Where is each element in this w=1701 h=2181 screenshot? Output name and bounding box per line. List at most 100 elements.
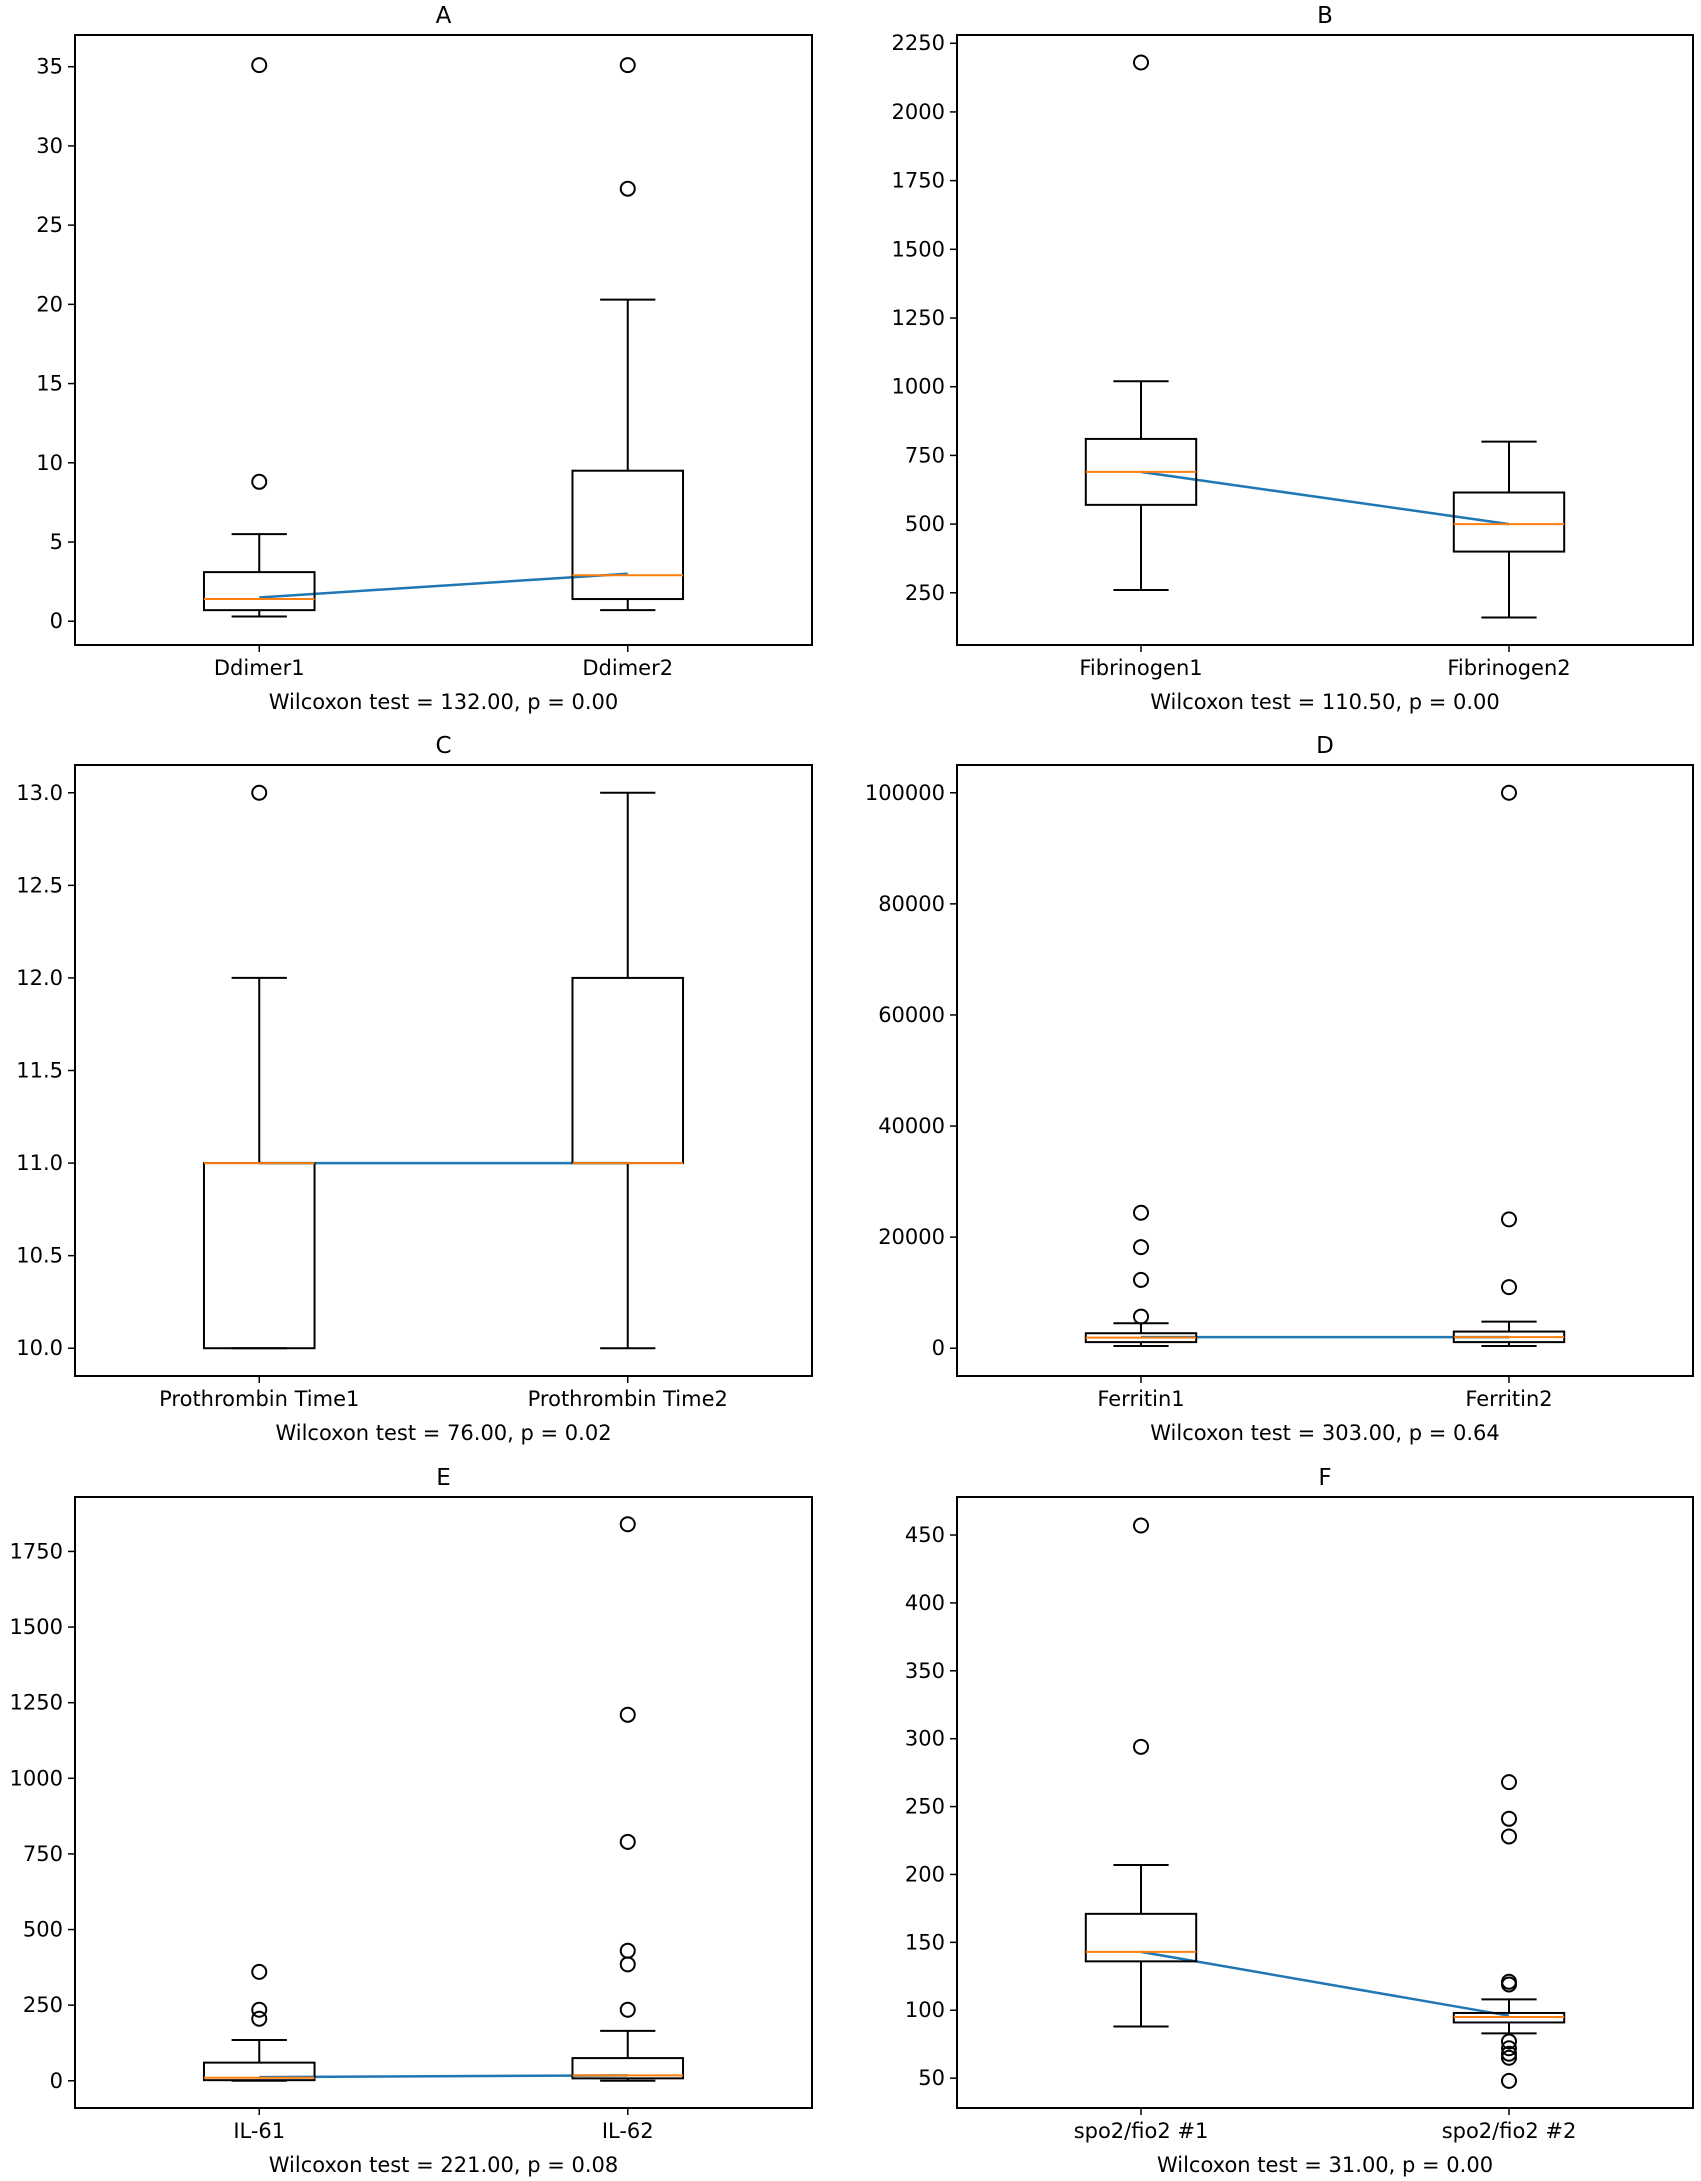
y-tick-label: 750 [23, 1842, 63, 1866]
x-tick-label: Ddimer1 [214, 656, 305, 680]
y-tick-label: 500 [905, 512, 945, 536]
outlier-point [619, 1956, 636, 1973]
y-tick-label: 1000 [10, 1766, 63, 1790]
x-tick-label: spo2/fio2 #1 [1074, 2119, 1209, 2143]
iqr-box [571, 976, 685, 1165]
y-tick-label: 15 [36, 372, 63, 396]
y-tick-label: 20000 [878, 1225, 945, 1249]
outlier-point [1133, 1308, 1149, 1325]
panel-d: D 0 20000 40000 60000 80000 100000 Ferritin1 Fer… [865, 733, 1694, 1445]
panel-title: D [1316, 733, 1334, 759]
outlier-point [1133, 1271, 1149, 1288]
boxplot-1 [571, 57, 685, 612]
panel-title: A [436, 3, 452, 29]
median-connector-line [1140, 1950, 1510, 2017]
outlier-point [1501, 2033, 1517, 2050]
median-connector-line [259, 2074, 628, 2079]
outlier-point [619, 2001, 636, 2018]
y-tick-label: 20 [36, 292, 63, 316]
axes-frame [74, 764, 813, 1377]
y-tick-label: 100 [905, 1998, 945, 2022]
outlier-point [1133, 1517, 1149, 1534]
outlier-point [1501, 2049, 1517, 2066]
x-tick-label: spo2/fio2 #2 [1442, 2119, 1577, 2143]
y-tick-label: 750 [905, 443, 945, 467]
wilcoxon-stat-label: Wilcoxon test = 132.00, p = 0.00 [269, 690, 618, 714]
x-tick-label: Ferritin1 [1097, 1387, 1184, 1411]
panel-a: A 0 5 10 15 20 25 30 35 Ddimer1 Ddimer2 Wilcoxon te… [36, 3, 813, 714]
y-tick-label: 13.0 [16, 781, 63, 805]
y-tick-label: 300 [905, 1727, 945, 1751]
x-tick-label: IL-62 [602, 2119, 654, 2143]
boxplot-1 [571, 791, 685, 1350]
median-connector-line [1140, 470, 1510, 526]
y-tick-label: 250 [905, 581, 945, 605]
outlier-point [1501, 1973, 1517, 1990]
x-tick-label: Fibrinogen1 [1079, 656, 1202, 680]
y-tick-label: 11.0 [16, 1151, 63, 1175]
outlier-point [1501, 2072, 1517, 2089]
panel-title: F [1318, 1465, 1331, 1491]
boxplot-0 [1084, 1204, 1198, 1348]
y-tick-label: 11.5 [16, 1059, 63, 1083]
outlier-point [1501, 1774, 1517, 1791]
outlier-point [619, 180, 636, 197]
y-tick-label: 35 [36, 55, 63, 79]
iqr-box [202, 571, 316, 612]
outlier-point [1501, 1810, 1517, 1827]
y-tick-label: 10.5 [16, 1244, 63, 1268]
y-tick-label: 25 [36, 213, 63, 237]
y-tick-label: 10 [36, 451, 63, 475]
wilcoxon-stat-label: Wilcoxon test = 221.00, p = 0.08 [269, 2153, 618, 2177]
y-tick-label: 1250 [10, 1691, 63, 1715]
y-tick-label: 60000 [878, 1003, 945, 1027]
wilcoxon-stat-label: Wilcoxon test = 76.00, p = 0.02 [275, 1421, 611, 1445]
outlier-point [1501, 2045, 1517, 2062]
outlier-point [1501, 2040, 1517, 2057]
outlier-point [1133, 1738, 1149, 1755]
outlier-point [251, 2010, 268, 2027]
outlier-point [619, 57, 636, 74]
outlier-point [251, 57, 268, 74]
panel-f: F 50 100 150 200 250 300 350 400 450 spo2/fio2 #1 s… [905, 1465, 1694, 2177]
boxplot-0 [1084, 54, 1198, 592]
boxplot-1 [1452, 1774, 1566, 2089]
y-tick-label: 40000 [878, 1114, 945, 1138]
y-tick-label: 400 [905, 1591, 945, 1615]
axes-frame [74, 34, 813, 646]
outlier-point [251, 1963, 268, 1980]
y-tick-label: 10.0 [16, 1336, 63, 1360]
outlier-point [1133, 1239, 1149, 1256]
y-tick-label: 1000 [892, 375, 945, 399]
y-tick-label: 100000 [865, 781, 945, 805]
iqr-box [202, 1162, 316, 1350]
outlier-point [1133, 1204, 1149, 1221]
boxplot-0 [1084, 1517, 1198, 2028]
x-tick-label: IL-61 [233, 2119, 285, 2143]
y-tick-label: 30 [36, 134, 63, 158]
iqr-box [1084, 1912, 1198, 1963]
outlier-point [1501, 784, 1517, 801]
panel-b: B 250 500 750 1000 1250 1500 1750 2000 2250 Fibrin… [892, 3, 1694, 714]
y-tick-label: 450 [905, 1523, 945, 1547]
wilcoxon-stat-label: Wilcoxon test = 31.00, p = 0.00 [1157, 2153, 1493, 2177]
y-tick-label: 5 [50, 530, 63, 554]
outlier-point [619, 1942, 636, 1959]
outlier-point [251, 2001, 268, 2018]
y-tick-label: 12.5 [16, 873, 63, 897]
y-tick-label: 1750 [892, 169, 945, 193]
y-tick-label: 0 [932, 1336, 945, 1360]
y-tick-label: 150 [905, 1930, 945, 1954]
boxplot-1 [1452, 440, 1566, 619]
y-tick-label: 80000 [878, 892, 945, 916]
outlier-point [619, 1516, 636, 1533]
outlier-point [1501, 1828, 1517, 1845]
y-tick-label: 50 [918, 2066, 945, 2090]
y-tick-label: 1250 [892, 306, 945, 330]
boxplot-1 [1452, 784, 1566, 1348]
y-tick-label: 0 [50, 609, 63, 633]
axes-frame [956, 1496, 1694, 2109]
iqr-box [1452, 491, 1566, 553]
panel-title: C [435, 733, 451, 759]
